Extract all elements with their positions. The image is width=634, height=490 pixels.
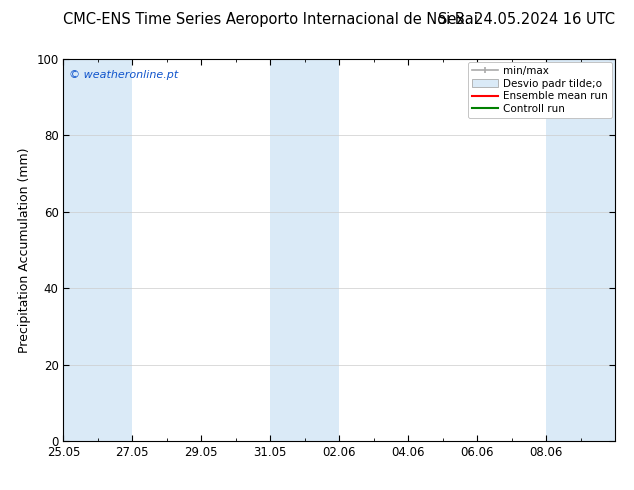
- Bar: [270, 59, 339, 441]
- Y-axis label: Precipitation Accumulation (mm): Precipitation Accumulation (mm): [18, 147, 30, 353]
- Bar: [63, 59, 133, 441]
- Text: © weatheronline.pt: © weatheronline.pt: [69, 70, 178, 80]
- Legend: min/max, Desvio padr tilde;o, Ensemble mean run, Controll run: min/max, Desvio padr tilde;o, Ensemble m…: [467, 62, 612, 118]
- Text: Sex. 24.05.2024 16 UTC: Sex. 24.05.2024 16 UTC: [438, 12, 615, 27]
- Bar: [546, 59, 615, 441]
- Text: CMC-ENS Time Series Aeroporto Internacional de Noi Bai: CMC-ENS Time Series Aeroporto Internacio…: [63, 12, 478, 27]
